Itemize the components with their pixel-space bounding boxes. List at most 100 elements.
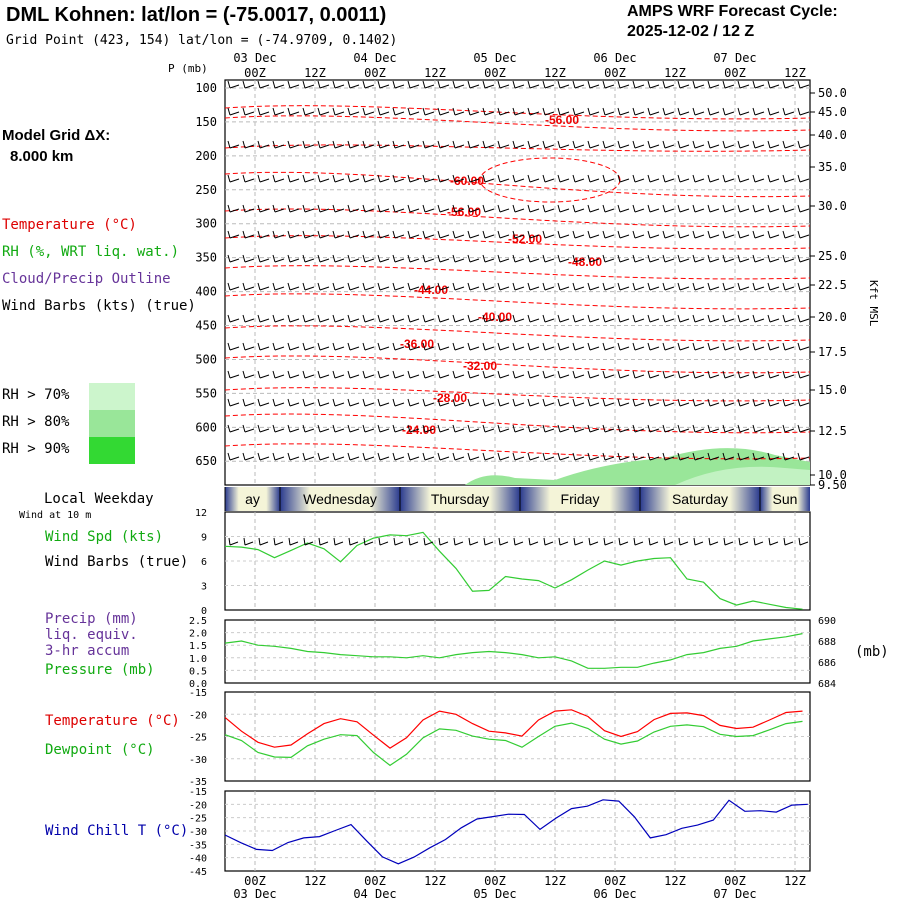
wind-barb: [602, 254, 615, 263]
wind-barb: [737, 230, 750, 239]
height-tick-label: 9.50: [818, 478, 847, 492]
wind-barb: [587, 80, 600, 89]
wind-barb: [752, 140, 765, 149]
wind-barb: [527, 370, 540, 379]
surface-wind-barb: [528, 537, 539, 546]
wind-barb: [257, 342, 270, 351]
wind-barb: [512, 204, 525, 213]
wind-barb: [647, 174, 660, 183]
wind-barb: [587, 424, 600, 433]
bottom-date-label: 07 Dec: [713, 887, 756, 900]
wind-barb: [437, 107, 450, 116]
wind-barb: [242, 174, 255, 183]
surface-wind-barb: [663, 537, 674, 546]
wind-barb: [452, 204, 465, 213]
dewpoint-line: [224, 720, 803, 767]
wind-barb: [602, 230, 615, 239]
surface-wind-barb: [423, 537, 434, 546]
wind-barb: [617, 174, 630, 183]
precip-label-2: liq. equiv.: [45, 627, 138, 643]
height-tick-label: 22.5: [818, 278, 847, 292]
wind-barb: [632, 230, 645, 239]
wind-barb: [677, 254, 690, 263]
wind-barb: [422, 370, 435, 379]
surface-wind-barb: [348, 537, 359, 546]
weekday-band: [520, 487, 640, 511]
precip-tick-label: 0.0: [189, 679, 207, 690]
wind-barb: [482, 107, 495, 116]
precip-tick-label: 0.5: [189, 666, 207, 677]
wind-barb: [617, 254, 630, 263]
temperature-contour: [224, 325, 811, 342]
pressure-tick-label: 450: [195, 319, 217, 333]
wind-barb: [422, 342, 435, 351]
wind-barb: [647, 80, 660, 89]
bottom-hour-label: 12Z: [304, 874, 326, 888]
wind-barb: [617, 230, 630, 239]
wind-barb: [542, 230, 555, 239]
wind-barb: [557, 342, 570, 351]
wind-barb: [497, 342, 510, 351]
model-grid-value: 8.000 km: [10, 148, 74, 165]
wind-barb: [242, 424, 255, 433]
surface-wind-barb: [483, 537, 494, 546]
wind-barb: [287, 370, 300, 379]
precip-tick-label: 1.0: [189, 654, 207, 665]
wind-barb: [482, 398, 495, 407]
top-date-label: 06 Dec: [593, 51, 636, 65]
wind-barb: [317, 204, 330, 213]
wind-barb: [752, 398, 765, 407]
wind-barb: [377, 398, 390, 407]
wind-barb: [602, 398, 615, 407]
bottom-hour-label: 00Z: [484, 874, 506, 888]
wind-barb: [617, 398, 630, 407]
wind-barb: [587, 107, 600, 116]
wind-barb: [302, 314, 315, 323]
wind-barb: [767, 452, 780, 461]
wind-barb: [377, 314, 390, 323]
wind-barb: [722, 254, 735, 263]
wind-barb: [602, 282, 615, 291]
wind-barb: [572, 107, 585, 116]
wind-barb: [377, 424, 390, 433]
wind-barb: [617, 452, 630, 461]
top-hour-label: 00Z: [244, 66, 266, 80]
wind-barb: [512, 424, 525, 433]
wind-barb: [287, 80, 300, 89]
wind-barb: [767, 140, 780, 149]
surface-wind-barb: [438, 537, 449, 546]
surface-wind-barb: [603, 537, 614, 546]
temperature-contour: [224, 355, 811, 374]
wind-barb: [707, 342, 720, 351]
weekday-band: [760, 487, 810, 511]
wind-barb: [677, 204, 690, 213]
wind-barb: [797, 254, 810, 263]
wind-barb: [287, 230, 300, 239]
wind-barb: [722, 398, 735, 407]
wind-barb: [752, 107, 765, 116]
wind-barb: [557, 452, 570, 461]
surface-wind-barb: [513, 537, 524, 546]
wind-barb: [722, 174, 735, 183]
wind-barb: [767, 174, 780, 183]
top-hour-label: 00Z: [364, 66, 386, 80]
wind-barb: [617, 140, 630, 149]
wind-barb: [677, 314, 690, 323]
wind-barb: [767, 254, 780, 263]
wind-barb: [497, 424, 510, 433]
wind-barb: [662, 370, 675, 379]
wind-barb: [527, 204, 540, 213]
wind-barb: [512, 282, 525, 291]
wind-barb: [377, 204, 390, 213]
wind-barb: [602, 342, 615, 351]
wind-barb: [497, 452, 510, 461]
wind-barb: [707, 254, 720, 263]
legend-wind: Wind Barbs (kts) (true): [2, 298, 196, 314]
wind-barb: [437, 204, 450, 213]
wind-barb: [587, 342, 600, 351]
wind-barb: [257, 254, 270, 263]
wind-barb: [227, 107, 240, 116]
wind-speed-label: Wind Spd (kts): [45, 529, 164, 545]
wind-tick-label: 3: [201, 582, 207, 593]
legend-rh: RH (%, WRT liq. wat.): [2, 244, 180, 260]
